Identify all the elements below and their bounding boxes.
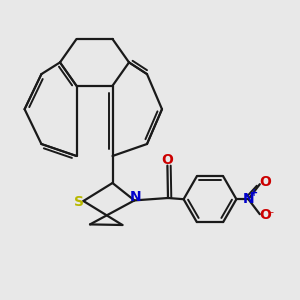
Text: O: O <box>259 176 271 189</box>
Text: +: + <box>250 188 258 198</box>
Text: N: N <box>130 190 141 204</box>
Text: O: O <box>259 208 271 222</box>
Text: S: S <box>74 196 84 209</box>
Text: ⁻: ⁻ <box>268 210 273 220</box>
Text: N: N <box>243 192 254 206</box>
Text: O: O <box>161 153 173 166</box>
